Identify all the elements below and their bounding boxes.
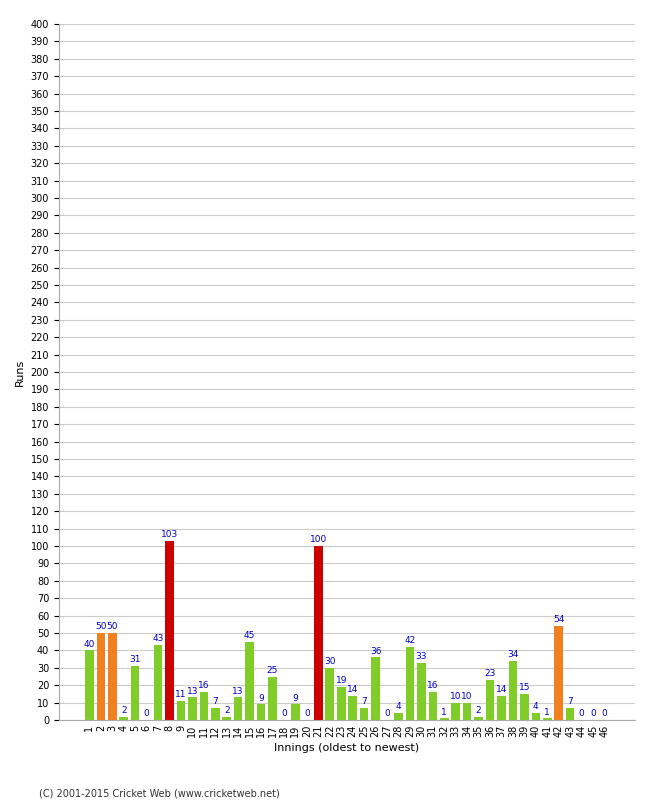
Text: 2: 2 <box>224 706 229 714</box>
Bar <box>451 702 460 720</box>
Bar <box>200 692 208 720</box>
Text: 23: 23 <box>484 670 496 678</box>
Y-axis label: Runs: Runs <box>15 358 25 386</box>
Bar <box>509 661 517 720</box>
Bar <box>188 698 197 720</box>
Bar <box>440 718 448 720</box>
Bar <box>566 708 575 720</box>
Bar <box>165 541 174 720</box>
Text: 4: 4 <box>533 702 539 711</box>
Text: 45: 45 <box>244 631 255 640</box>
Bar <box>486 680 495 720</box>
Text: (C) 2001-2015 Cricket Web (www.cricketweb.net): (C) 2001-2015 Cricket Web (www.cricketwe… <box>39 788 280 798</box>
Text: 14: 14 <box>347 685 358 694</box>
X-axis label: Innings (oldest to newest): Innings (oldest to newest) <box>274 743 419 753</box>
Bar <box>554 626 563 720</box>
Text: 1: 1 <box>545 707 550 717</box>
Text: 42: 42 <box>404 636 415 645</box>
Bar <box>394 713 403 720</box>
Text: 0: 0 <box>144 710 150 718</box>
Bar <box>520 694 528 720</box>
Text: 40: 40 <box>84 640 95 649</box>
Bar <box>314 546 322 720</box>
Text: 1: 1 <box>441 707 447 717</box>
Text: 13: 13 <box>233 686 244 696</box>
Bar <box>154 645 162 720</box>
Text: 13: 13 <box>187 686 198 696</box>
Text: 0: 0 <box>590 710 596 718</box>
Text: 0: 0 <box>578 710 584 718</box>
Bar <box>532 713 540 720</box>
Text: 4: 4 <box>396 702 401 711</box>
Bar <box>337 687 346 720</box>
Text: 36: 36 <box>370 646 382 656</box>
Bar <box>108 633 116 720</box>
Bar <box>474 717 483 720</box>
Text: 16: 16 <box>427 682 439 690</box>
Bar <box>177 701 185 720</box>
Text: 9: 9 <box>258 694 264 702</box>
Bar <box>211 708 220 720</box>
Text: 30: 30 <box>324 657 335 666</box>
Text: 50: 50 <box>107 622 118 631</box>
Text: 10: 10 <box>450 692 461 701</box>
Text: 0: 0 <box>281 710 287 718</box>
Text: 7: 7 <box>213 697 218 706</box>
Text: 43: 43 <box>152 634 164 643</box>
Text: 16: 16 <box>198 682 209 690</box>
Text: 31: 31 <box>129 655 141 664</box>
Bar <box>497 696 506 720</box>
Bar <box>348 696 357 720</box>
Text: 25: 25 <box>267 666 278 674</box>
Text: 14: 14 <box>496 685 507 694</box>
Bar <box>417 662 426 720</box>
Bar <box>234 698 242 720</box>
Text: 33: 33 <box>415 652 427 661</box>
Text: 15: 15 <box>519 683 530 692</box>
Bar <box>360 708 369 720</box>
Bar <box>85 650 94 720</box>
Bar <box>463 702 471 720</box>
Text: 34: 34 <box>507 650 519 659</box>
Text: 103: 103 <box>161 530 178 539</box>
Text: 0: 0 <box>384 710 390 718</box>
Bar <box>222 717 231 720</box>
Bar <box>268 677 277 720</box>
Text: 54: 54 <box>553 615 564 624</box>
Text: 50: 50 <box>95 622 107 631</box>
Bar <box>543 718 552 720</box>
Text: 100: 100 <box>309 535 327 544</box>
Text: 7: 7 <box>567 697 573 706</box>
Bar <box>326 668 334 720</box>
Bar <box>406 647 414 720</box>
Text: 0: 0 <box>304 710 310 718</box>
Text: 19: 19 <box>335 676 347 685</box>
Text: 11: 11 <box>176 690 187 699</box>
Bar <box>120 717 128 720</box>
Text: 10: 10 <box>462 692 473 701</box>
Text: 0: 0 <box>602 710 607 718</box>
Bar <box>245 642 254 720</box>
Text: 2: 2 <box>121 706 127 714</box>
Text: 7: 7 <box>361 697 367 706</box>
Bar <box>428 692 437 720</box>
Bar <box>131 666 140 720</box>
Bar <box>371 658 380 720</box>
Text: 2: 2 <box>476 706 482 714</box>
Text: 9: 9 <box>292 694 298 702</box>
Bar <box>257 704 265 720</box>
Bar <box>97 633 105 720</box>
Bar <box>291 704 300 720</box>
